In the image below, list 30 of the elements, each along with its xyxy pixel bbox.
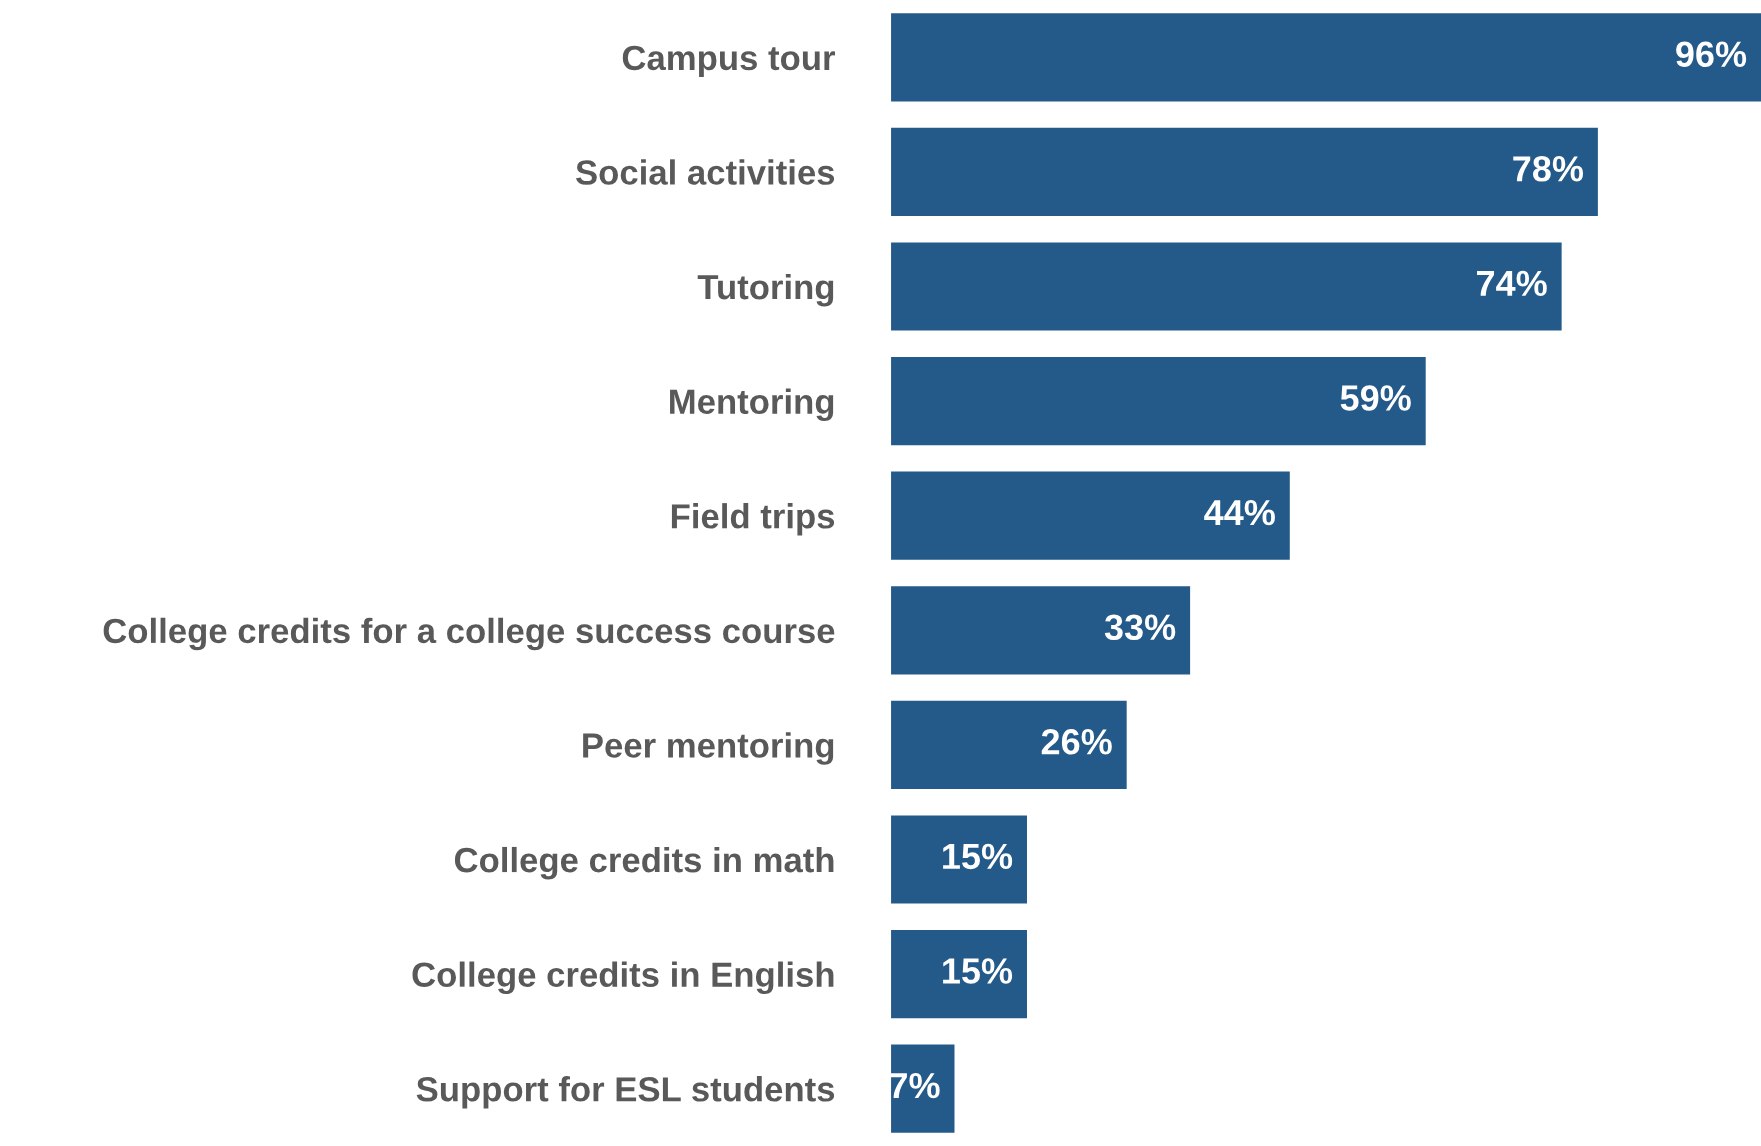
y-tick-label: Peer mentoring: [583, 732, 834, 765]
y-tick-label: College credits in English: [412, 961, 834, 995]
y-tick-label: Field trips: [671, 503, 835, 536]
y-tick-label: College credits for a college success course: [103, 617, 835, 651]
y-tick-label: Support for ESL students: [416, 1076, 835, 1109]
y-tick-label: Social activities: [575, 159, 835, 185]
data-label: 15%: [943, 843, 1013, 870]
bar: [891, 242, 1562, 331]
y-tick-label: Mentoring: [670, 388, 834, 422]
bar: [891, 127, 1598, 217]
bar: [891, 471, 1290, 560]
data-label: 33%: [1104, 614, 1176, 641]
data-label: 26%: [1041, 729, 1112, 755]
bar: [891, 356, 1426, 446]
bar: [891, 700, 1127, 790]
data-label: 15%: [943, 958, 1013, 984]
data-label: 44%: [1204, 499, 1275, 526]
data-label: 59%: [1340, 385, 1411, 411]
bar: [891, 815, 1027, 904]
data-label: 74%: [1477, 270, 1547, 297]
bar: [891, 929, 1027, 1019]
data-label: 96%: [1676, 41, 1747, 67]
data-label: 7%: [889, 1072, 940, 1099]
y-tick-label: College credits in math: [454, 846, 834, 880]
bar: [891, 1044, 955, 1133]
bar: [891, 586, 1191, 675]
y-tick-label: Campus tour: [622, 45, 835, 78]
data-label: 78%: [1513, 156, 1584, 182]
bar: [891, 13, 1761, 102]
y-tick-label: Tutoring: [697, 273, 834, 307]
